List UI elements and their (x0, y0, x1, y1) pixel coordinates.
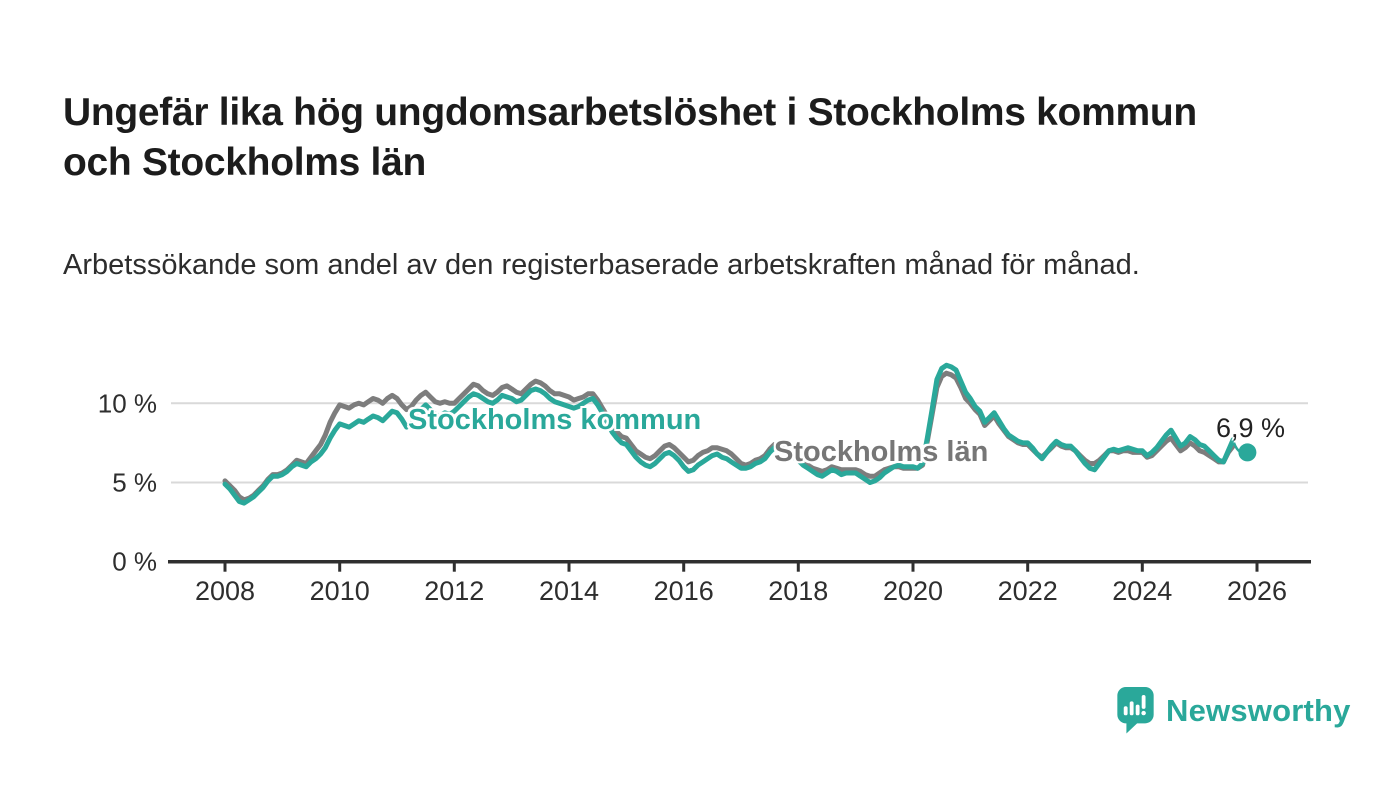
x-tick-label: 2012 (424, 576, 484, 606)
series-line-stockholms-län (222, 370, 1236, 503)
chart-title: Ungefär lika hög ungdomsarbetslöshet i S… (63, 91, 1197, 185)
x-tick-label: 2024 (1112, 576, 1172, 606)
y-tick-label: 0 % (112, 547, 157, 577)
x-tick-label: 2014 (539, 576, 599, 606)
series-label-stockholms-lan: Stockholms län (774, 436, 989, 468)
x-tick-label: 2008 (195, 576, 255, 606)
speech-bubble-shape (1117, 687, 1154, 734)
y-tick-label: 5 % (112, 468, 157, 498)
x-tick-label: 2022 (998, 576, 1058, 606)
y-tick-label: 10 % (98, 388, 157, 418)
x-tick-label: 2018 (768, 576, 828, 606)
x-tick-label: 2016 (654, 576, 714, 606)
newsworthy-logo-icon (1117, 687, 1154, 734)
newsworthy-branding: Newsworthy (1117, 687, 1351, 734)
brand-name: Newsworthy (1166, 692, 1351, 728)
x-tick-label: 2010 (310, 576, 370, 606)
mini-bar-chart-glyph (1123, 695, 1146, 716)
latest-value-dot (1238, 443, 1257, 462)
latest-value-label: 6,9 % (1216, 413, 1286, 443)
series-label-stockholms-kommun: Stockholms kommun (408, 404, 702, 436)
x-tick-label: 2026 (1227, 576, 1287, 606)
chart-subtitle: Arbetssökande som andel av den registerb… (63, 249, 1140, 281)
x-tick-label: 2020 (883, 576, 943, 606)
series-line-stockholms-kommun (222, 362, 1236, 506)
